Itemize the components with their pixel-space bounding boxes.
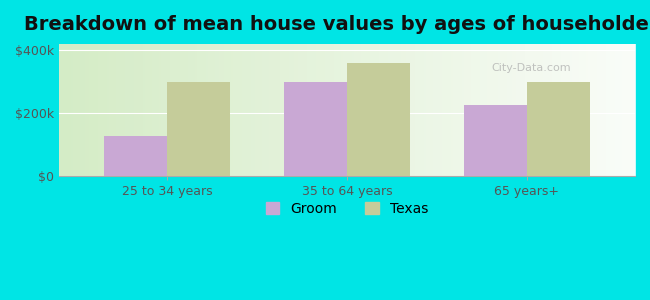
Legend: Groom, Texas: Groom, Texas	[260, 196, 434, 221]
Bar	[464, 105, 527, 176]
Bar	[527, 82, 590, 176]
Bar	[284, 82, 347, 176]
Title: Breakdown of mean house values by ages of householders: Breakdown of mean house values by ages o…	[24, 15, 650, 34]
Text: City-Data.com: City-Data.com	[491, 63, 571, 73]
Bar	[167, 82, 230, 176]
Bar	[347, 63, 410, 176]
Bar	[104, 136, 167, 176]
